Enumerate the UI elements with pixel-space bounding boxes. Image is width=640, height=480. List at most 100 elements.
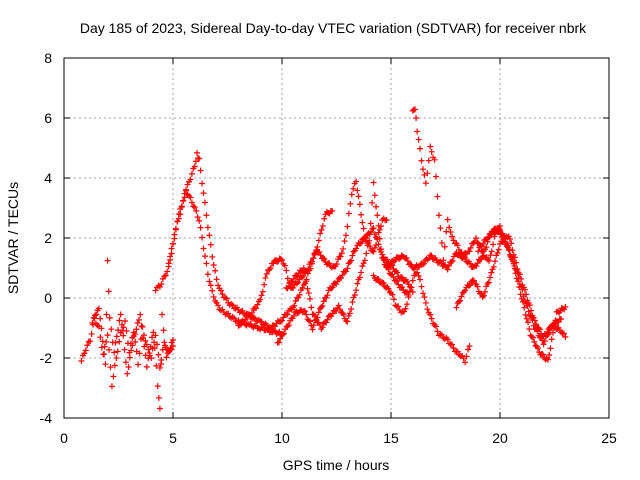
data-point — [310, 255, 317, 262]
data-point — [188, 170, 195, 177]
data-point — [417, 276, 424, 283]
data-point — [453, 304, 460, 311]
data-point — [239, 317, 246, 324]
data-point — [340, 311, 347, 318]
data-point — [369, 225, 376, 232]
data-point — [196, 217, 203, 224]
data-point — [338, 250, 345, 257]
data-point — [191, 163, 198, 170]
data-point — [340, 245, 347, 252]
data-point — [328, 285, 335, 292]
data-point — [348, 257, 355, 264]
data-point — [82, 347, 89, 354]
y-tick-label: -2 — [40, 350, 53, 366]
data-point — [232, 305, 239, 312]
data-point — [536, 326, 543, 333]
data-point — [374, 212, 381, 219]
data-point — [167, 253, 174, 260]
data-point — [161, 339, 168, 346]
data-point — [304, 285, 311, 292]
data-point — [225, 310, 232, 317]
data-point — [184, 181, 191, 188]
data-points — [78, 106, 569, 412]
data-point — [113, 333, 120, 340]
data-point — [184, 191, 191, 198]
data-point — [270, 260, 277, 267]
data-point — [135, 361, 142, 368]
data-point — [275, 339, 282, 346]
data-point — [358, 269, 365, 276]
data-point — [203, 212, 210, 219]
data-point — [386, 263, 393, 270]
data-point — [488, 269, 495, 276]
data-point — [210, 293, 217, 300]
y-tick-label: 8 — [44, 50, 52, 66]
data-point — [419, 290, 426, 297]
data-point — [152, 332, 159, 339]
data-point — [95, 305, 102, 312]
data-point — [367, 220, 374, 227]
data-point — [163, 354, 170, 361]
data-point — [324, 292, 331, 299]
data-point — [309, 326, 316, 333]
data-point — [170, 337, 176, 343]
data-point — [183, 187, 190, 194]
data-point — [251, 314, 258, 321]
data-point — [348, 191, 355, 198]
data-point — [336, 306, 343, 313]
data-point — [292, 298, 299, 305]
data-point — [438, 239, 445, 246]
x-tick-label: 25 — [601, 430, 617, 446]
data-point — [253, 305, 260, 312]
data-point — [121, 346, 128, 353]
data-point — [267, 265, 274, 272]
data-point — [126, 354, 133, 361]
data-point — [427, 143, 434, 150]
x-tick-label: 5 — [169, 430, 177, 446]
data-point — [290, 312, 297, 319]
data-point — [98, 325, 105, 332]
data-point — [397, 273, 404, 280]
data-point — [139, 334, 146, 341]
data-point — [143, 363, 150, 370]
data-point — [475, 248, 482, 255]
data-point — [349, 299, 356, 306]
data-point — [315, 319, 322, 326]
data-point — [462, 359, 469, 366]
data-point — [212, 267, 219, 274]
data-point — [128, 347, 135, 354]
data-point — [361, 257, 368, 264]
data-point — [457, 251, 464, 258]
data-point — [418, 283, 425, 290]
data-point — [503, 243, 510, 250]
data-point — [155, 394, 162, 401]
data-point — [339, 272, 346, 279]
data-point — [539, 351, 546, 358]
data-point — [473, 235, 480, 242]
data-point — [462, 254, 469, 261]
data-point — [402, 305, 409, 312]
data-point — [181, 194, 188, 201]
data-point — [175, 215, 182, 222]
data-point — [447, 229, 454, 236]
data-point — [136, 350, 143, 357]
data-point — [353, 287, 360, 294]
data-point — [506, 247, 513, 254]
data-point — [346, 310, 353, 317]
data-point — [279, 257, 285, 264]
data-point — [117, 311, 124, 318]
data-point — [174, 218, 181, 225]
data-point — [467, 244, 474, 251]
data-point — [105, 288, 112, 295]
data-point — [425, 157, 432, 164]
data-point — [333, 261, 340, 268]
data-point — [530, 314, 537, 321]
data-point — [201, 253, 208, 260]
data-point — [295, 279, 302, 286]
data-point — [544, 356, 551, 363]
data-point — [378, 246, 385, 253]
data-point — [145, 355, 152, 362]
data-point — [386, 289, 393, 296]
data-point — [133, 326, 140, 333]
data-point — [496, 228, 503, 235]
